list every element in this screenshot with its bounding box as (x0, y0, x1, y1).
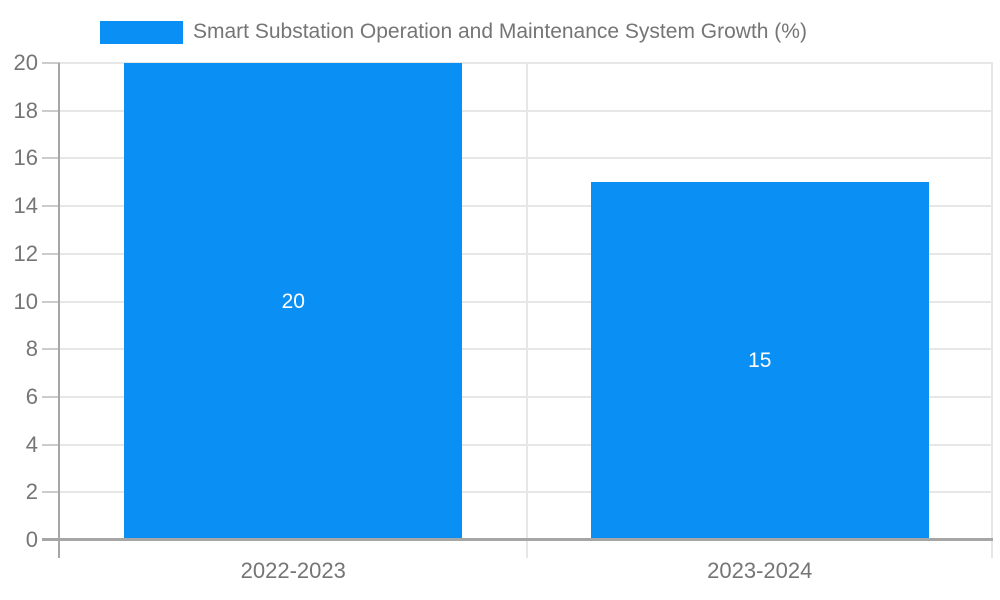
y-axis-tick (42, 252, 60, 255)
legend-item[interactable]: Smart Substation Operation and Maintenan… (100, 20, 807, 44)
y-axis-tick-label: 14 (13, 193, 38, 219)
y-axis-tick-label: 6 (25, 383, 38, 409)
y-axis-tick-label: 10 (13, 288, 38, 314)
y-axis-tick-label: 2 (25, 479, 38, 505)
x-axis-tick-label: 2022-2023 (240, 558, 346, 583)
bar[interactable]: 20 (124, 63, 463, 540)
y-axis-tick-label: 16 (13, 145, 38, 171)
gridline-x-divider (525, 63, 528, 558)
bar-value-label: 15 (748, 349, 772, 373)
y-axis-tick-label: 12 (13, 240, 38, 266)
y-axis-tick (42, 62, 60, 64)
y-axis-tick (42, 300, 60, 303)
legend-label: Smart Substation Operation and Maintenan… (193, 20, 807, 43)
y-axis-tick-label: 4 (25, 431, 38, 457)
bar[interactable]: 15 (590, 182, 929, 540)
y-axis-tick-label: 0 (25, 527, 38, 552)
y-axis-tick (42, 395, 60, 398)
y-axis-tick (42, 157, 60, 160)
y-axis-tick-label: 20 (13, 50, 38, 75)
y-axis-tick (42, 109, 60, 112)
y-axis-tick-label: 18 (13, 97, 38, 123)
y-axis-tick (42, 205, 60, 208)
y-axis-tick (42, 491, 60, 494)
bar-value-label: 20 (281, 289, 305, 313)
y-axis-tick (42, 443, 60, 446)
y-axis-line (58, 63, 60, 558)
y-axis-tick-label: 8 (25, 336, 38, 362)
x-axis-line (42, 538, 993, 541)
y-axis-tick (42, 348, 60, 351)
legend-swatch (100, 20, 183, 44)
plot-right-border (991, 63, 993, 558)
x-axis-tick-label: 2023-2024 (707, 558, 813, 583)
